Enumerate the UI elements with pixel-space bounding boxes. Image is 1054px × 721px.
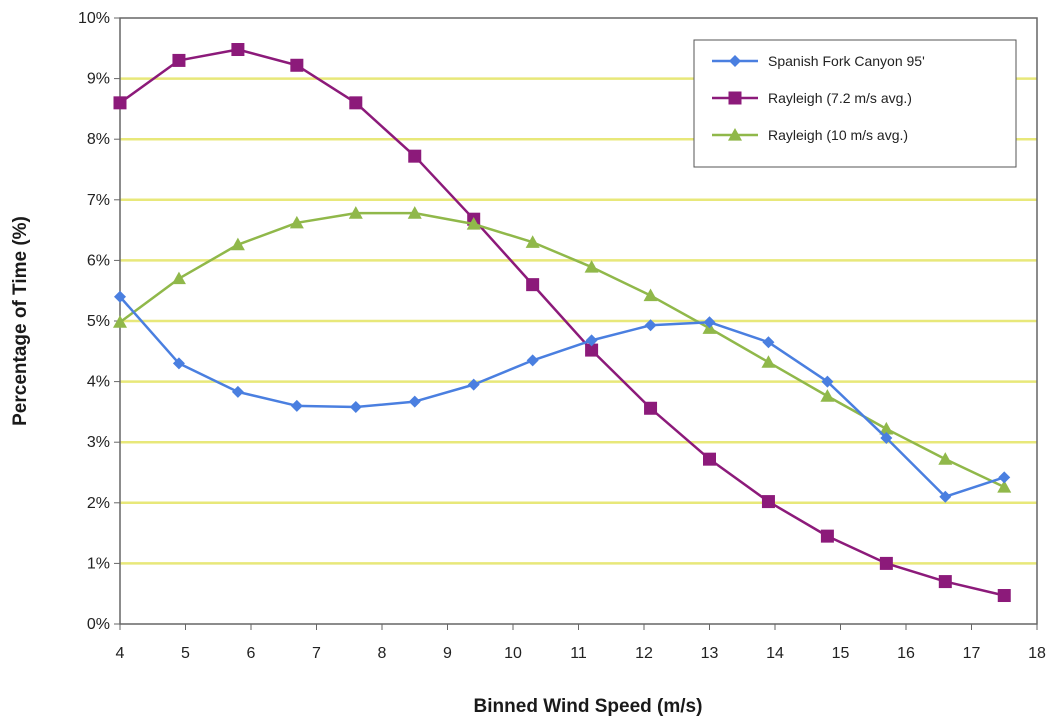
x-tick-label: 10: [504, 645, 522, 662]
x-tick-label: 13: [701, 645, 719, 662]
x-axis-ticks: 4 5 6 7 8 9 10 11 12 13 14 15 16 17 18: [116, 624, 1046, 662]
data-point-diamond: [467, 378, 480, 391]
data-point-triangle: [289, 215, 304, 229]
data-point-square: [644, 401, 658, 415]
y-tick-label: 2%: [87, 495, 110, 512]
series-2: [113, 206, 1012, 493]
data-point-diamond: [644, 319, 657, 332]
legend-label: Rayleigh (10 m/s avg.): [768, 127, 908, 143]
legend-items: Spanish Fork Canyon 95' Rayleigh (7.2 m/s…: [712, 53, 925, 143]
x-tick-label: 17: [963, 645, 981, 662]
data-point-triangle: [407, 206, 422, 219]
y-tick-label: 6%: [87, 252, 110, 269]
data-point-diamond: [231, 385, 244, 398]
data-point-diamond: [729, 55, 741, 67]
data-point-square: [526, 278, 540, 292]
x-tick-label: 12: [635, 645, 653, 662]
x-tick-label: 6: [247, 645, 256, 662]
x-tick-label: 14: [766, 645, 784, 662]
data-point-triangle: [938, 452, 953, 465]
series-0: [114, 290, 1011, 503]
x-tick-label: 16: [897, 645, 915, 662]
data-point-square: [349, 96, 363, 110]
y-tick-label: 7%: [87, 192, 110, 209]
data-point-triangle: [879, 421, 894, 435]
y-tick-label: 4%: [87, 374, 110, 391]
data-point-square: [585, 343, 599, 357]
series-lines: [113, 43, 1012, 603]
legend-label: Spanish Fork Canyon 95': [768, 53, 925, 69]
data-point-triangle: [171, 271, 186, 285]
data-point-triangle: [113, 315, 127, 328]
x-tick-label: 5: [181, 645, 190, 662]
data-point-diamond: [585, 334, 598, 347]
data-point-diamond: [290, 399, 303, 412]
data-point-square: [113, 96, 127, 110]
y-tick-label: 5%: [87, 313, 110, 330]
series-1: [113, 43, 1011, 603]
data-point-diamond: [526, 354, 539, 367]
data-point-triangle: [643, 288, 658, 302]
data-point-triangle: [466, 217, 481, 230]
data-point-diamond: [172, 357, 185, 370]
series-line: [119, 211, 1005, 489]
data-point-square: [703, 452, 716, 466]
y-axis-ticks: 0% 1% 2% 3% 4% 5% 6% 7% 8% 9% 10%: [78, 10, 120, 633]
data-point-diamond: [939, 490, 952, 503]
data-point-triangle: [728, 128, 742, 141]
y-tick-label: 9%: [87, 71, 110, 88]
series-line: [119, 295, 1005, 498]
data-point-diamond: [998, 471, 1011, 484]
x-tick-label: 8: [378, 645, 387, 662]
data-point-diamond: [762, 336, 775, 349]
series-line: [119, 48, 1005, 597]
legend-label: Rayleigh (7.2 m/s avg.): [768, 90, 912, 106]
legend-entry: Rayleigh (7.2 m/s avg.): [712, 90, 912, 106]
x-tick-label: 7: [312, 645, 321, 662]
y-tick-label: 0%: [87, 616, 110, 633]
y-tick-label: 8%: [87, 131, 110, 148]
data-point-triangle: [997, 480, 1012, 493]
data-point-triangle: [525, 235, 540, 248]
x-tick-label: 11: [570, 645, 587, 662]
data-point-diamond: [114, 290, 126, 303]
legend-entry: Spanish Fork Canyon 95': [712, 53, 925, 69]
data-point-square: [728, 91, 742, 105]
data-point-diamond: [349, 401, 362, 414]
data-point-diamond: [703, 316, 716, 329]
data-point-triangle: [761, 355, 776, 368]
data-point-square: [879, 556, 893, 570]
data-point-square: [172, 53, 186, 67]
data-point-triangle: [230, 237, 245, 251]
data-point-triangle: [584, 260, 599, 273]
x-tick-label: 4: [116, 645, 125, 662]
x-tick-label: 18: [1028, 645, 1046, 662]
data-point-square: [408, 149, 422, 163]
data-point-square: [290, 58, 304, 72]
x-tick-label: 9: [443, 645, 452, 662]
y-tick-label: 1%: [87, 555, 110, 572]
data-point-square: [820, 529, 834, 543]
data-point-diamond: [821, 375, 834, 388]
data-point-diamond: [408, 395, 421, 408]
data-point-square: [997, 589, 1011, 603]
data-point-diamond: [880, 431, 893, 444]
data-point-square: [938, 575, 952, 589]
y-tick-label: 10%: [78, 10, 110, 27]
data-point-triangle: [820, 389, 835, 402]
legend-entry: Rayleigh (10 m/s avg.): [712, 127, 908, 143]
data-point-triangle: [348, 206, 363, 219]
y-tick-label: 3%: [87, 434, 110, 451]
y-axis-title: Percentage of Time (%): [10, 216, 31, 426]
data-point-square: [761, 495, 775, 509]
legend: Spanish Fork Canyon 95' Rayleigh (7.2 m/s…: [693, 39, 1017, 168]
data-point-square: [231, 43, 245, 57]
x-axis-title: Binned Wind Speed (m/s): [474, 696, 703, 717]
x-tick-label: 15: [832, 645, 850, 662]
